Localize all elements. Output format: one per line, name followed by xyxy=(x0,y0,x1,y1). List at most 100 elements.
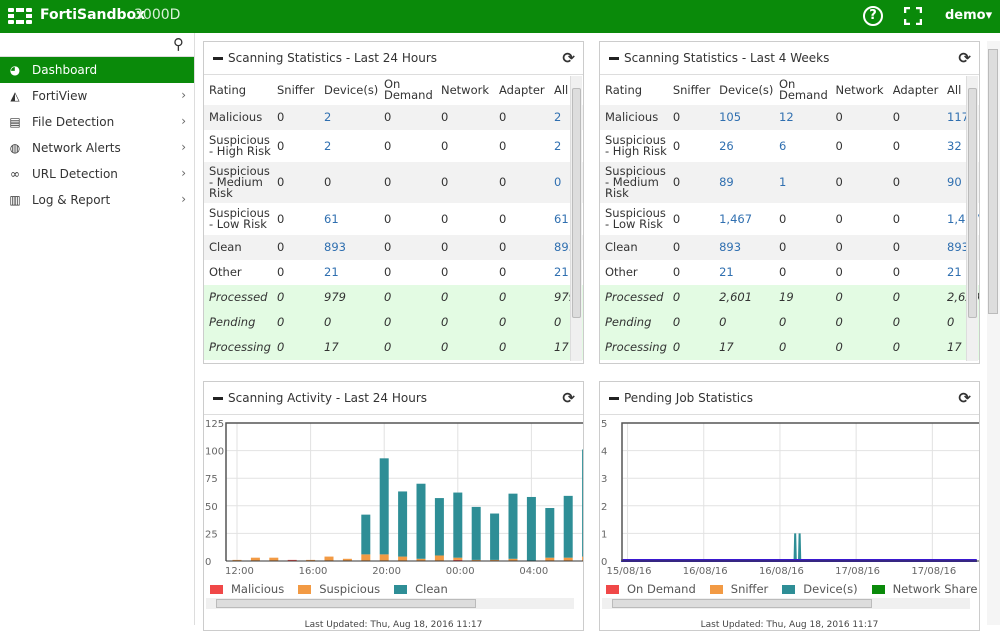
bar-suspicious-20:00[interactable] xyxy=(379,554,389,561)
column-header[interactable]: Network xyxy=(441,82,490,97)
column-header[interactable]: Device(s) xyxy=(324,82,379,97)
refresh-icon[interactable]: ⟳ xyxy=(562,389,575,407)
bar-suspicious-05:00[interactable] xyxy=(545,557,555,561)
column-header[interactable]: Sniffer xyxy=(672,82,711,97)
bar-suspicious-12:00[interactable] xyxy=(232,559,242,561)
legend-item[interactable]: Clean xyxy=(394,582,448,596)
count-cell[interactable]: 89 xyxy=(719,175,734,189)
sidebar-item-log-report[interactable]: ▥ Log & Report › xyxy=(0,187,194,213)
bar-suspicious-19:00[interactable] xyxy=(361,554,371,561)
bar-suspicious-02:00[interactable] xyxy=(490,559,500,561)
search-icon[interactable]: ⚲ xyxy=(173,35,184,53)
bar-malicious-15:00[interactable] xyxy=(287,559,297,561)
refresh-icon[interactable]: ⟳ xyxy=(958,389,971,407)
count-cell[interactable]: 2 xyxy=(324,110,332,124)
legend-item[interactable]: On Demand xyxy=(606,582,696,596)
count-cell[interactable]: 1,467 xyxy=(719,211,753,226)
count-cell[interactable]: 21 xyxy=(719,265,734,279)
legend-item[interactable]: Device(s) xyxy=(782,582,858,596)
column-header[interactable]: Sniffer xyxy=(277,82,315,97)
bar-clean-03:00[interactable] xyxy=(508,493,518,559)
bar-clean-19:00[interactable] xyxy=(361,514,371,555)
count-cell[interactable]: 6 xyxy=(779,138,787,153)
column-header[interactable]: All xyxy=(554,82,569,97)
count-cell[interactable]: 1,467 xyxy=(947,211,980,226)
bar-suspicious-17:00[interactable] xyxy=(324,556,334,561)
bar-suspicious-07:00[interactable] xyxy=(582,556,584,561)
column-header[interactable]: Rating xyxy=(605,82,643,97)
column-header[interactable]: Network xyxy=(835,82,884,97)
bar-clean-05:00[interactable] xyxy=(545,508,555,558)
chart-horizontal-scrollbar[interactable] xyxy=(602,598,970,609)
minimize-icon[interactable] xyxy=(609,397,619,400)
sidebar-item-file-detection[interactable]: ▤ File Detection › xyxy=(0,109,194,135)
minimize-icon[interactable] xyxy=(213,397,223,400)
help-icon[interactable]: ? xyxy=(863,6,883,26)
count-cell[interactable]: 893 xyxy=(719,240,742,254)
count-cell[interactable]: 26 xyxy=(719,138,734,153)
column-header[interactable]: On Demand xyxy=(779,77,828,102)
minimize-icon[interactable] xyxy=(609,57,619,60)
bar-suspicious-01:00[interactable] xyxy=(471,559,481,561)
count-cell[interactable]: 2 xyxy=(554,110,562,124)
sidebar-search[interactable]: ⚲ xyxy=(0,33,194,57)
legend-item[interactable]: Sniffer xyxy=(709,582,768,596)
bar-clean-22:00[interactable] xyxy=(416,483,426,559)
count-cell[interactable]: 893 xyxy=(324,240,346,254)
table-scrollbar[interactable] xyxy=(570,76,582,361)
count-cell[interactable]: 12 xyxy=(779,110,794,124)
bar-clean-00:00[interactable] xyxy=(453,492,463,558)
bar-suspicious-06:00[interactable] xyxy=(563,557,573,561)
count-cell[interactable]: 1 xyxy=(779,175,787,189)
column-header[interactable]: Adapter xyxy=(892,82,939,97)
bar-suspicious-21:00[interactable] xyxy=(398,556,408,561)
column-header[interactable]: Device(s) xyxy=(719,82,774,97)
bar-clean-04:00[interactable] xyxy=(526,496,536,561)
bar-clean-23:00[interactable] xyxy=(434,498,444,556)
column-header[interactable]: Rating xyxy=(209,82,247,97)
bar-suspicious-14:00[interactable] xyxy=(269,557,279,561)
chart-horizontal-scrollbar[interactable] xyxy=(206,598,574,609)
table-scrollbar[interactable] xyxy=(966,76,978,361)
bar-suspicious-22:00[interactable] xyxy=(416,558,426,561)
bar-suspicious-23:00[interactable] xyxy=(434,555,444,561)
bar-suspicious-16:00[interactable] xyxy=(306,559,316,561)
sidebar-item-url-detection[interactable]: ∞ URL Detection › xyxy=(0,161,194,187)
bar-clean-06:00[interactable] xyxy=(563,495,573,558)
sidebar-item-fortiview[interactable]: ◭ FortiView › xyxy=(0,83,194,109)
count-cell[interactable]: 21 xyxy=(554,265,569,279)
line-series-device-s-[interactable] xyxy=(621,533,977,562)
column-header[interactable]: All xyxy=(947,82,962,97)
count-cell[interactable]: 0 xyxy=(554,175,562,189)
fullscreen-icon[interactable] xyxy=(904,7,922,25)
bar-clean-02:00[interactable] xyxy=(490,513,500,560)
bar-clean-21:00[interactable] xyxy=(398,491,408,557)
count-cell[interactable]: 893 xyxy=(554,240,576,254)
refresh-icon[interactable]: ⟳ xyxy=(958,49,971,67)
count-cell[interactable]: 2 xyxy=(324,138,332,153)
bar-suspicious-00:00[interactable] xyxy=(453,557,463,560)
main-scrollbar[interactable] xyxy=(987,41,1000,625)
bar-clean-01:00[interactable] xyxy=(471,506,481,560)
count-cell[interactable]: 21 xyxy=(947,265,962,279)
count-cell[interactable]: 21 xyxy=(324,265,339,279)
bar-clean-20:00[interactable] xyxy=(379,458,389,555)
sidebar-item-dashboard[interactable]: ◕ Dashboard xyxy=(0,57,194,83)
column-header[interactable]: Adapter xyxy=(499,82,545,97)
count-cell[interactable]: 105 xyxy=(719,110,742,124)
legend-item[interactable]: Malicious xyxy=(210,582,284,596)
legend-item[interactable]: Suspicious xyxy=(298,582,380,596)
legend-item[interactable]: Network Share xyxy=(871,582,977,596)
bar-malicious-00:00[interactable] xyxy=(453,559,463,561)
refresh-icon[interactable]: ⟳ xyxy=(562,49,575,67)
count-cell[interactable]: 61 xyxy=(324,211,339,226)
count-cell[interactable]: 2 xyxy=(554,138,562,153)
bar-clean-07:00[interactable] xyxy=(582,449,584,557)
sidebar-item-network-alerts[interactable]: ◍ Network Alerts › xyxy=(0,135,194,161)
count-cell[interactable]: 61 xyxy=(554,211,569,226)
count-cell[interactable]: 90 xyxy=(947,175,962,189)
column-header[interactable]: On Demand xyxy=(384,77,433,102)
bar-suspicious-13:00[interactable] xyxy=(250,557,260,561)
count-cell[interactable]: 893 xyxy=(947,240,969,254)
minimize-icon[interactable] xyxy=(213,57,223,60)
